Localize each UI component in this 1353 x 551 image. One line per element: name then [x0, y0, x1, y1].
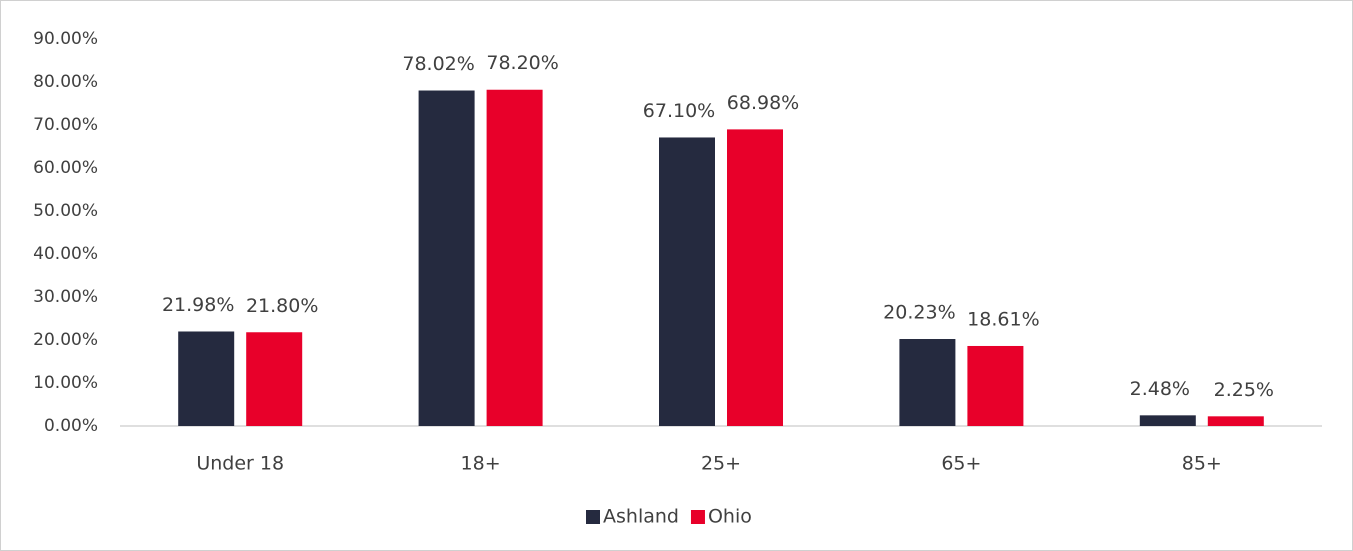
x-tick-label: 85+: [1182, 453, 1222, 475]
data-label: 67.10%: [643, 100, 715, 122]
data-label: 18.61%: [967, 308, 1039, 330]
data-label: 21.80%: [246, 295, 318, 317]
bar: [486, 89, 543, 427]
bar: [246, 332, 303, 426]
bar: [418, 90, 475, 426]
x-tick-label: Under 18: [196, 453, 284, 475]
x-tick-label: 18+: [461, 453, 501, 475]
data-label: 20.23%: [883, 302, 955, 324]
y-tick-label: 60.00%: [33, 158, 98, 178]
data-label: 68.98%: [727, 92, 799, 114]
bar: [899, 339, 956, 426]
legend-swatch: [586, 510, 600, 524]
legend-label: Ashland: [603, 506, 679, 528]
legend-label: Ohio: [708, 506, 752, 528]
bar: [1207, 416, 1264, 426]
legend-swatch: [690, 510, 705, 524]
data-label: 78.20%: [486, 52, 558, 74]
y-tick-label: 10.00%: [33, 373, 98, 393]
data-label: 2.48%: [1130, 378, 1190, 400]
bar: [659, 137, 715, 426]
y-tick-label: 90.00%: [33, 29, 98, 49]
data-label: 21.98%: [162, 294, 234, 316]
bar: [727, 129, 783, 427]
y-tick-label: 80.00%: [33, 72, 98, 92]
data-label: 2.25%: [1214, 379, 1274, 401]
x-tick-label: 65+: [941, 453, 981, 475]
y-tick-label: 70.00%: [33, 115, 98, 135]
x-tick-label: 25+: [701, 453, 741, 475]
y-tick-label: 30.00%: [33, 287, 98, 307]
data-label: 78.02%: [402, 53, 474, 75]
bar: [1139, 415, 1196, 426]
y-tick-label: 0.00%: [44, 416, 98, 436]
bar: [178, 331, 235, 426]
y-tick-label: 50.00%: [33, 201, 98, 221]
y-tick-label: 40.00%: [33, 244, 98, 264]
bar: [967, 345, 1024, 426]
y-tick-label: 20.00%: [33, 330, 98, 350]
